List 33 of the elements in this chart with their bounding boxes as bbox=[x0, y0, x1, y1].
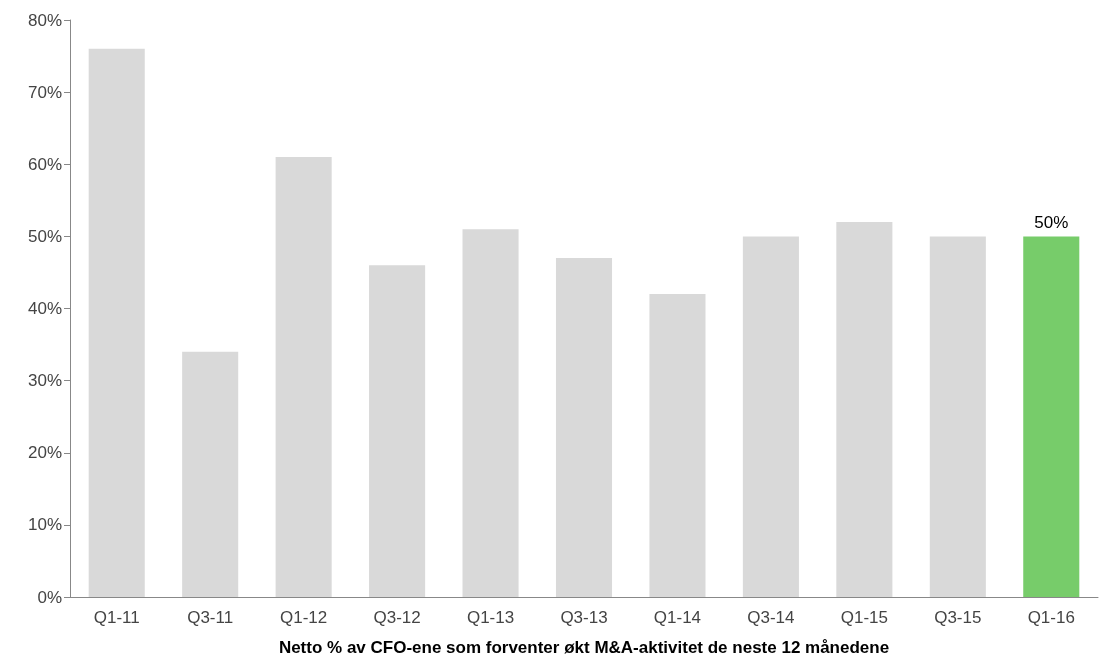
bar bbox=[462, 229, 519, 597]
y-tick-label: 60% bbox=[27, 154, 62, 174]
bar bbox=[1023, 236, 1080, 597]
x-tick-label: Q3-11 bbox=[187, 608, 234, 627]
x-tick-label: Q1-13 bbox=[466, 608, 515, 627]
bar bbox=[836, 221, 893, 597]
bar bbox=[929, 236, 986, 597]
x-tick-label: Q1-16 bbox=[1027, 608, 1075, 627]
bar bbox=[88, 48, 145, 597]
y-tick-label: 80% bbox=[27, 10, 62, 30]
y-tick-label: 30% bbox=[27, 371, 62, 391]
bar bbox=[742, 236, 799, 597]
x-axis-title: Netto % av CFO-ene som forventer økt M&A-aktivitet de neste 12 månedene bbox=[278, 638, 890, 657]
x-tick-label: Q1-12 bbox=[280, 608, 328, 627]
x-tick-label: Q1-11 bbox=[93, 608, 140, 627]
bar bbox=[369, 265, 426, 597]
bar bbox=[275, 157, 332, 597]
data-label: 50% bbox=[1034, 213, 1069, 233]
x-tick-label: Q3-12 bbox=[373, 608, 421, 627]
bar bbox=[555, 258, 613, 597]
bar bbox=[649, 294, 706, 597]
y-tick-label: 70% bbox=[27, 82, 62, 102]
y-tick-label: 0% bbox=[37, 587, 62, 607]
y-tick-label: 10% bbox=[27, 515, 62, 535]
bar bbox=[182, 351, 239, 597]
x-tick-label: Q3-14 bbox=[747, 608, 795, 627]
x-tick-label: Q3-13 bbox=[560, 608, 608, 627]
y-tick-label: 40% bbox=[27, 299, 62, 318]
y-tick-label: 20% bbox=[27, 443, 62, 463]
x-tick-label: Q3-15 bbox=[934, 608, 982, 627]
y-tick-label: 50% bbox=[27, 226, 62, 246]
x-tick-label: Q1-14 bbox=[653, 608, 702, 627]
x-tick-label: Q1-15 bbox=[840, 608, 888, 627]
